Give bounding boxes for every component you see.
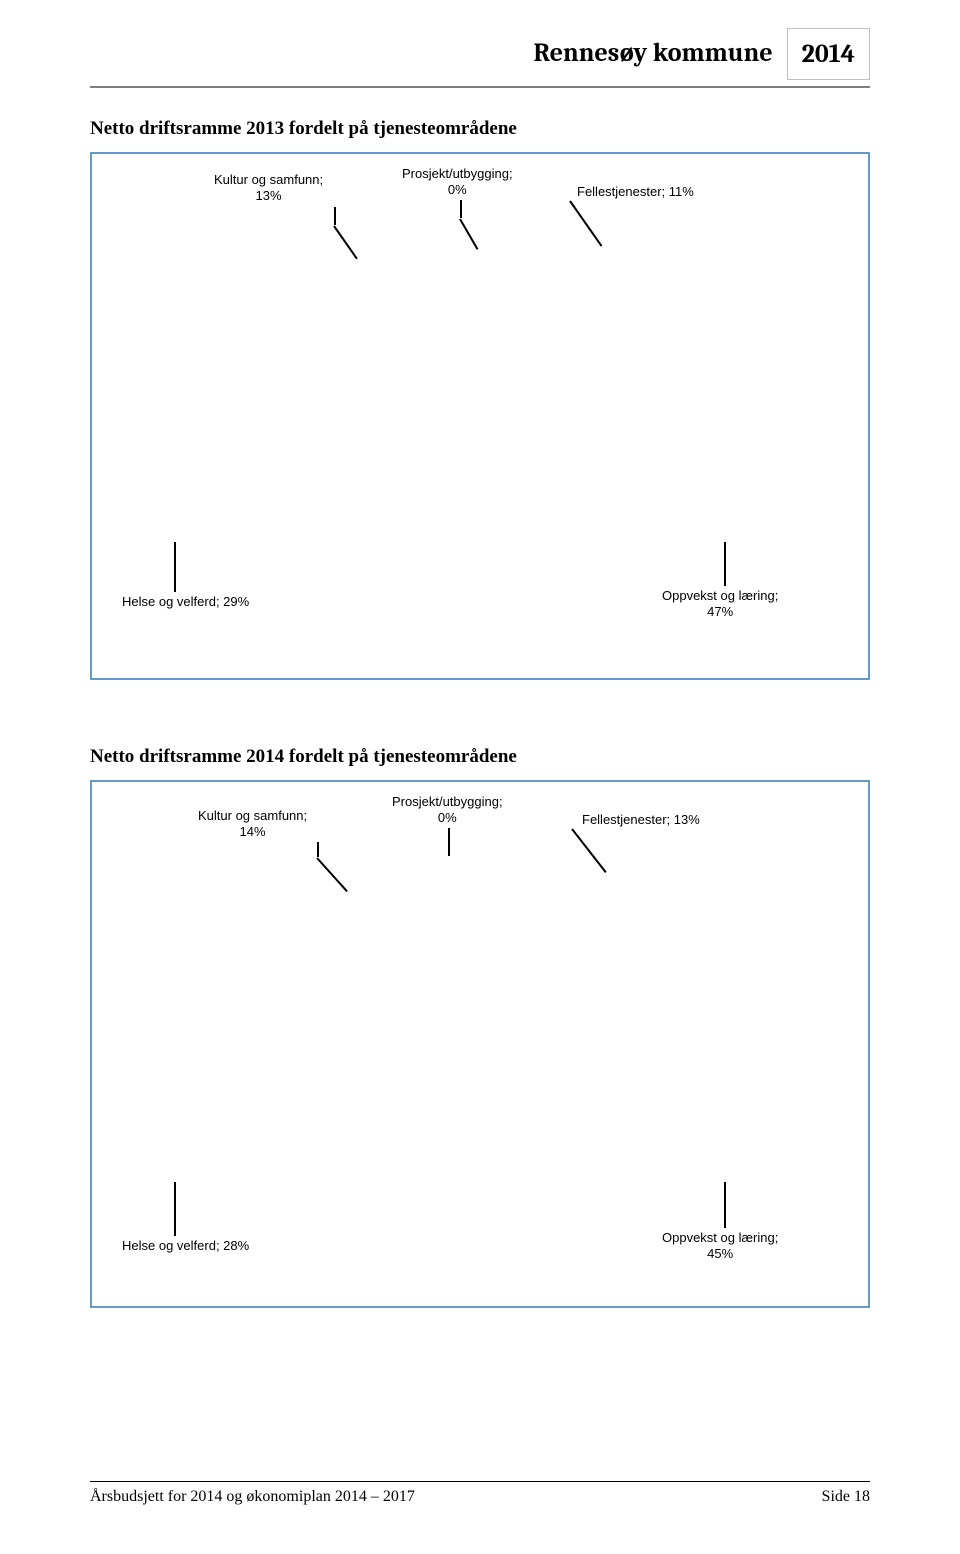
chart2-helse-label: Helse og velferd; 28% — [122, 1238, 249, 1254]
chart2-felles-label: Fellestjenester; 13% — [582, 812, 700, 828]
chart1-oppvekst-line1: Oppvekst og læring; — [662, 588, 778, 603]
footer-left: Årsbudsjett for 2014 og økonomiplan 2014… — [90, 1488, 415, 1506]
chart1-prosjekt-line1: Prosjekt/utbygging; — [402, 166, 513, 181]
chart2-oppvekst-line2: 45% — [707, 1246, 733, 1261]
chart1-prosjekt-leader-v — [460, 200, 462, 218]
chart2-oppvekst-line1: Oppvekst og læring; — [662, 1230, 778, 1245]
chart2-kultur-leader-d — [316, 857, 348, 892]
chart1-oppvekst-label: Oppvekst og læring; 47% — [662, 588, 778, 621]
chart1-felles-label: Fellestjenester; 11% — [577, 184, 694, 200]
chart2-oppvekst-label: Oppvekst og læring; 45% — [662, 1230, 778, 1263]
chart1-box: Kultur og samfunn; 13% Prosjekt/utbyggin… — [90, 152, 870, 680]
chart2-prosjekt-line2: 0% — [438, 810, 457, 825]
header-rule — [90, 86, 870, 88]
chart1-prosjekt-label: Prosjekt/utbygging; 0% — [402, 166, 513, 199]
section2-title: Netto driftsramme 2014 fordelt på tjenes… — [90, 746, 517, 768]
page-footer: Årsbudsjett for 2014 og økonomiplan 2014… — [90, 1481, 870, 1506]
chart2-felles-leader-d — [571, 828, 606, 873]
chart1-kultur-line2: 13% — [256, 188, 282, 203]
chart1-felles-leader-d — [569, 200, 602, 246]
section1-title: Netto driftsramme 2013 fordelt på tjenes… — [90, 118, 517, 140]
chart2-kultur-line1: Kultur og samfunn; — [198, 808, 307, 823]
chart1-helse-leader — [174, 542, 176, 592]
footer-right: Side 18 — [822, 1488, 870, 1506]
chart1-oppvekst-line2: 47% — [707, 604, 733, 619]
chart1-prosjekt-leader-d — [459, 219, 478, 250]
chart2-helse-leader — [174, 1182, 176, 1236]
chart2-oppvekst-leader — [724, 1182, 726, 1228]
chart2-helse-line1: Helse og velferd; 28% — [122, 1238, 249, 1253]
chart2-felles-line1: Fellestjenester; 13% — [582, 812, 700, 827]
chart2-prosjekt-line1: Prosjekt/utbygging; — [392, 794, 503, 809]
chart2-prosjekt-label: Prosjekt/utbygging; 0% — [392, 794, 503, 827]
chart1-kultur-line1: Kultur og samfunn; — [214, 172, 323, 187]
chart1-oppvekst-leader — [724, 542, 726, 586]
chart2-kultur-line2: 14% — [240, 824, 266, 839]
chart1-kultur-leader-d — [333, 225, 358, 259]
chart1-felles-line1: Fellestjenester; 11% — [577, 184, 694, 199]
chart1-kultur-label: Kultur og samfunn; 13% — [214, 172, 323, 205]
chart1-helse-label: Helse og velferd; 29% — [122, 594, 249, 610]
header-title: Rennesøy kommune — [534, 28, 787, 80]
chart1-helse-line1: Helse og velferd; 29% — [122, 594, 249, 609]
chart2-kultur-label: Kultur og samfunn; 14% — [198, 808, 307, 841]
chart1-prosjekt-line2: 0% — [448, 182, 467, 197]
chart2-kultur-leader-v — [317, 842, 319, 857]
chart2-prosjekt-leader-v — [448, 828, 450, 856]
page-header: Rennesøy kommune 2014 — [534, 28, 870, 80]
chart1-kultur-leader-v — [334, 207, 336, 225]
header-year: 2014 — [787, 28, 870, 80]
chart2-box: Kultur og samfunn; 14% Prosjekt/utbyggin… — [90, 780, 870, 1308]
